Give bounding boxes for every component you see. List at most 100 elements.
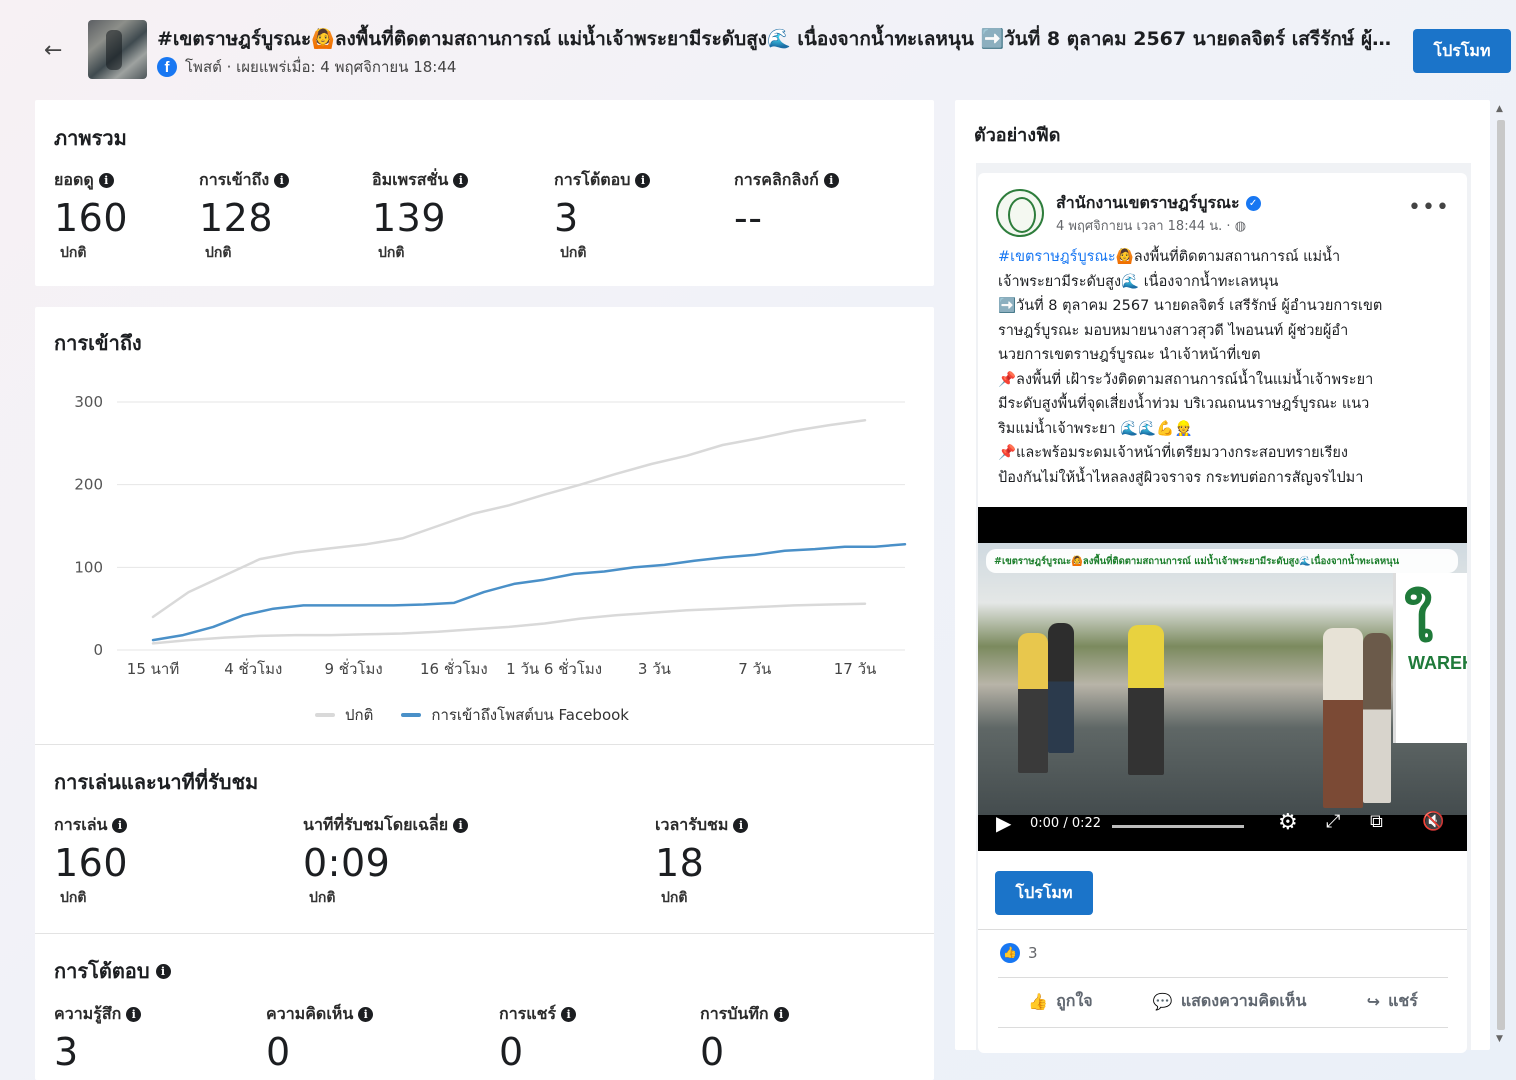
- reach-series-line: [151, 542, 907, 642]
- metric-label: การเข้าถึง: [199, 170, 270, 189]
- y-tick-label: 200: [74, 476, 103, 494]
- video-progress-bar[interactable]: [1112, 825, 1244, 828]
- video-frame: #เขตราษฎร์บูรณะ🙆ลงพื้นที่ติดตามสถานการณ์…: [978, 543, 1467, 815]
- metric-baseline: ปกติ: [560, 245, 587, 261]
- metric-watch-time: เวลารับชม i 18 ปกติ: [655, 813, 749, 909]
- metric-baseline: ปกติ: [205, 245, 232, 261]
- playback-title: การเล่นและนาทีที่รับชม: [54, 770, 259, 794]
- metric-impressions: อิมเพรสชั่น i 139 ปกติ: [372, 168, 469, 264]
- metric-plays: การเล่น i 160 ปกติ: [54, 813, 128, 909]
- play-icon[interactable]: ▶: [996, 811, 1012, 835]
- page-name-text[interactable]: สำนักงานเขตราษฎร์บูรณะ: [1056, 193, 1240, 212]
- info-icon[interactable]: i: [773, 1007, 789, 1022]
- info-icon[interactable]: i: [274, 173, 290, 188]
- metric-label: การเล่น: [54, 815, 108, 834]
- x-tick-label: 16 ชั่วโมง: [420, 658, 488, 678]
- overview-card: ภาพรวม ยอดดู i 160 ปกติ การเข้าถึง i 128 ป…: [35, 100, 934, 286]
- like-label: ถูกใจ: [1056, 991, 1093, 1010]
- metric-label: การแชร์: [499, 1004, 557, 1023]
- metric-link-clicks: การคลิกลิงก์ i --: [734, 168, 839, 240]
- post-line: 🙆ลงพื้นที่ติดตามสถานการณ์ แม่น้ำ: [1115, 249, 1341, 265]
- metric-value: 0: [499, 1030, 524, 1074]
- feed-preview-card: ตัวอย่างฟีด สำนักงานเขตราษฎร์บูรณะ ✓ 4 พ…: [955, 100, 1490, 1053]
- settings-gear-icon[interactable]: ⚙: [1278, 810, 1298, 835]
- section-divider: [35, 933, 934, 934]
- feed-preview-frame: สำนักงานเขตราษฎร์บูรณะ ✓ 4 พฤศจิกายน เวล…: [976, 163, 1471, 1053]
- post-line: ➡️วันที่ 8 ตุลาคม 2567 นายดลจิตร์ เสรีรั…: [998, 298, 1383, 314]
- hashtag-link[interactable]: #เขตราษฎร์บูรณะ: [998, 249, 1116, 265]
- legend-item-reach[interactable]: การเข้าถึงโพสต์บน Facebook: [401, 703, 629, 727]
- share-arrow-icon: ↪: [1366, 992, 1381, 1011]
- info-icon[interactable]: i: [126, 1007, 142, 1022]
- info-icon[interactable]: i: [733, 818, 749, 833]
- feed-scrollbar[interactable]: ▲ ▼: [1494, 104, 1508, 1049]
- post-time-text: 4 พฤศจิกายน เวลา 18:44 น. ·: [1056, 219, 1231, 234]
- reaction-summary[interactable]: 👍 3: [1000, 943, 1038, 963]
- post-thumbnail: [88, 20, 147, 79]
- sign-glyph: WAREH: [1408, 653, 1467, 673]
- metric-saves: การบันทึก i 0: [700, 1002, 789, 1074]
- fullscreen-icon[interactable]: ⤢: [1326, 811, 1341, 832]
- normal-range-upper-line: [151, 418, 867, 619]
- metric-value: 3: [54, 1030, 79, 1074]
- metric-value: 3: [554, 196, 579, 240]
- promote-button[interactable]: โปรโมท: [1413, 29, 1511, 73]
- metric-label: ยอดดู: [54, 170, 94, 189]
- globe-icon: ◍: [1234, 219, 1247, 234]
- metric-value: 0:09: [303, 841, 391, 885]
- comment-bubble-icon: 💬: [1152, 992, 1173, 1011]
- reach-title: การเข้าถึง: [54, 331, 142, 355]
- chart-legend: ปกติ การเข้าถึงโพสต์บน Facebook: [315, 703, 629, 727]
- x-tick-label: 3 วัน: [638, 660, 671, 678]
- info-icon[interactable]: i: [98, 173, 114, 188]
- info-icon[interactable]: i: [453, 818, 469, 833]
- metric-baseline: ปกติ: [661, 890, 688, 906]
- y-tick-label: 100: [74, 558, 103, 576]
- metric-views: ยอดดู i 160 ปกติ: [54, 168, 128, 264]
- metric-value: 160: [54, 841, 129, 885]
- page-avatar[interactable]: [996, 189, 1044, 237]
- post-title: #เขตราษฎร์บูรณะ🙆ลงพื้นที่ติดตามสถานการณ์…: [157, 28, 1402, 50]
- mute-icon[interactable]: 🔇: [1422, 811, 1445, 832]
- post-text: #เขตราษฎร์บูรณะ🙆ลงพื้นที่ติดตามสถานการณ์…: [998, 245, 1453, 490]
- back-arrow-icon[interactable]: ←: [44, 38, 63, 63]
- info-icon[interactable]: i: [823, 173, 839, 188]
- info-icon[interactable]: i: [112, 818, 128, 833]
- picture-in-picture-icon[interactable]: ⧉: [1370, 811, 1383, 832]
- section-divider: [35, 744, 934, 745]
- normal-range-lower-line: [151, 602, 867, 645]
- scroll-down-icon[interactable]: ▼: [1496, 1034, 1503, 1044]
- post-divider: [998, 977, 1448, 978]
- comment-button[interactable]: 💬 แสดงความคิดเห็น: [1153, 989, 1306, 1014]
- metric-label: เวลารับชม: [655, 815, 729, 834]
- x-tick-label: 1 วัน 6 ชั่วโมง: [506, 658, 602, 678]
- video-player[interactable]: #เขตราษฎร์บูรณะ🙆ลงพื้นที่ติดตามสถานการณ์…: [978, 507, 1467, 851]
- person-figure: [1128, 625, 1164, 775]
- engagement-title-text: การโต้ตอบ: [54, 959, 150, 983]
- scroll-thumb[interactable]: [1497, 120, 1505, 1030]
- share-button[interactable]: ↪ แชร์: [1367, 989, 1418, 1014]
- info-icon[interactable]: i: [155, 963, 171, 979]
- info-icon[interactable]: i: [635, 173, 651, 188]
- info-icon[interactable]: i: [453, 173, 469, 188]
- more-options-icon[interactable]: •••: [1408, 195, 1450, 220]
- info-icon[interactable]: i: [561, 1007, 577, 1022]
- legend-item-normal[interactable]: ปกติ: [315, 703, 373, 727]
- person-figure: [1048, 623, 1074, 753]
- y-tick-label: 0: [93, 641, 103, 659]
- page-name[interactable]: สำนักงานเขตราษฎร์บูรณะ ✓: [1056, 191, 1261, 216]
- video-caption: #เขตราษฎร์บูรณะ🙆ลงพื้นที่ติดตามสถานการณ์…: [986, 549, 1458, 573]
- y-tick-label: 300: [74, 393, 103, 411]
- post-line: ป้องกันไม่ให้น้ำไหลลงสู่ผิวจราจร กระทบต่…: [998, 469, 1364, 486]
- person-figure: [1363, 633, 1391, 803]
- post-divider: [998, 1027, 1448, 1028]
- like-button[interactable]: 👍 ถูกใจ: [1028, 989, 1092, 1014]
- feed-promote-button[interactable]: โปรโมท: [995, 871, 1093, 915]
- post-timestamp: 4 พฤศจิกายน เวลา 18:44 น. · ◍: [1056, 215, 1246, 236]
- metric-baseline: ปกติ: [60, 890, 87, 906]
- legend-swatch: [315, 713, 335, 717]
- metric-engagement: การโต้ตอบ i 3 ปกติ: [554, 168, 651, 264]
- comment-label: แสดงความคิดเห็น: [1180, 991, 1307, 1010]
- scroll-up-icon[interactable]: ▲: [1496, 104, 1503, 114]
- info-icon[interactable]: i: [358, 1007, 374, 1022]
